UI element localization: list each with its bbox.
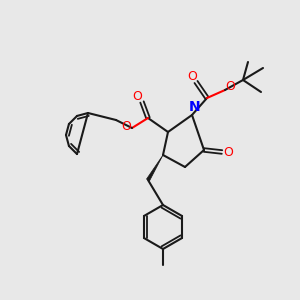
Polygon shape bbox=[146, 155, 163, 181]
Text: O: O bbox=[225, 80, 235, 94]
Text: O: O bbox=[187, 70, 197, 83]
Text: N: N bbox=[189, 100, 201, 114]
Text: O: O bbox=[121, 119, 131, 133]
Text: O: O bbox=[223, 146, 233, 158]
Text: O: O bbox=[132, 89, 142, 103]
